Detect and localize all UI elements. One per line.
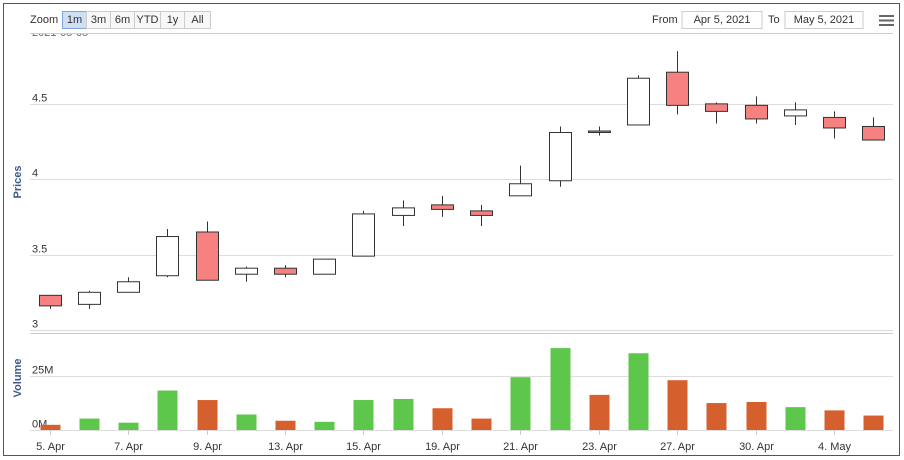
volume-bar: [589, 394, 610, 430]
from-label: From: [652, 14, 678, 26]
volume-bar: [393, 398, 414, 430]
zoom-button-label[interactable]: 1y: [167, 14, 179, 26]
volume-bar: [236, 414, 257, 430]
volume-bar: [471, 418, 492, 430]
annotation: 2021-05-05: [32, 27, 88, 39]
x-tick-label: 13. Apr: [268, 441, 303, 453]
volume-bar: [510, 377, 531, 430]
y2-axis-title: Volume: [12, 359, 24, 398]
volume-bar: [628, 353, 649, 430]
candle-body: [549, 132, 572, 182]
x-tick-label: 7. Apr: [114, 441, 143, 453]
candle-body: [745, 104, 768, 120]
candle-body: [196, 231, 219, 281]
candle-body: [470, 210, 493, 216]
zoom-button-label[interactable]: All: [191, 14, 203, 26]
candle-body: [509, 183, 532, 197]
to-input[interactable]: [784, 11, 864, 29]
volume-bar: [824, 410, 845, 430]
volume-bar: [40, 424, 61, 430]
x-tick-label: 30. Apr: [739, 441, 774, 453]
volume-bar: [550, 348, 571, 430]
candle-body: [117, 281, 140, 293]
y2-tick-label: 25M: [32, 364, 53, 376]
zoom-button-label[interactable]: YTD: [137, 14, 159, 26]
menu-button[interactable]: [879, 15, 894, 26]
x-tick-label: 23. Apr: [582, 441, 617, 453]
to-label: To: [768, 14, 780, 26]
candle-body: [313, 258, 336, 275]
candle-body: [823, 116, 846, 129]
x-tick-label: 15. Apr: [346, 441, 381, 453]
candle-body: [274, 267, 297, 275]
y-tick-label: 3: [32, 318, 38, 330]
volume-bar: [706, 403, 727, 430]
x-tick-label: 4. May: [818, 441, 852, 453]
x-tick-label: 27. Apr: [660, 441, 695, 453]
candle-body: [588, 130, 611, 134]
to-value[interactable]: May 5, 2021: [794, 14, 855, 26]
zoom-button-label[interactable]: 1m: [67, 14, 82, 26]
candle-body: [39, 294, 62, 307]
candle-body: [78, 291, 101, 305]
volume-bar: [314, 421, 335, 430]
x-tick-label: 21. Apr: [503, 441, 538, 453]
y-tick-label: 4.5: [32, 92, 47, 104]
candle-body: [862, 125, 885, 141]
x-tick-label: 19. Apr: [425, 441, 460, 453]
volume-bar: [863, 415, 884, 430]
volume-bar: [785, 407, 806, 430]
candle-body: [627, 77, 650, 126]
candle-body: [784, 109, 807, 117]
frame: [3, 3, 900, 456]
candle-body: [156, 236, 179, 277]
from-value[interactable]: Apr 5, 2021: [694, 14, 751, 26]
volume-bar: [79, 418, 100, 430]
menu-bar: [879, 24, 894, 26]
from-input[interactable]: [681, 11, 763, 29]
y-tick-label: 3.5: [32, 243, 47, 255]
x-tick-label: 5. Apr: [36, 441, 65, 453]
volume-bar: [746, 401, 767, 430]
candle-body: [352, 213, 375, 257]
zoom-button-label[interactable]: 6m: [115, 14, 130, 26]
y-axis-title: Prices: [12, 165, 24, 198]
candle-body: [235, 267, 258, 275]
menu-bar: [879, 19, 894, 22]
menu-bar: [879, 15, 894, 17]
volume-bar: [275, 420, 296, 430]
volume-bar: [118, 422, 139, 430]
volume-bar: [157, 390, 178, 430]
volume-bar: [667, 380, 688, 430]
candle-body: [431, 204, 454, 210]
x-tick-label: 9. Apr: [193, 441, 222, 453]
volume-bar: [197, 400, 218, 430]
candle-body: [392, 207, 415, 216]
zoom-label: Zoom: [30, 14, 58, 26]
volume-bar: [432, 408, 453, 430]
volume-bar: [353, 400, 374, 430]
candle-body: [705, 103, 728, 112]
zoom-button-label[interactable]: 3m: [91, 14, 106, 26]
y-tick-label: 4: [32, 167, 38, 179]
zoom-button[interactable]: [184, 11, 211, 29]
candle-body: [666, 71, 689, 106]
